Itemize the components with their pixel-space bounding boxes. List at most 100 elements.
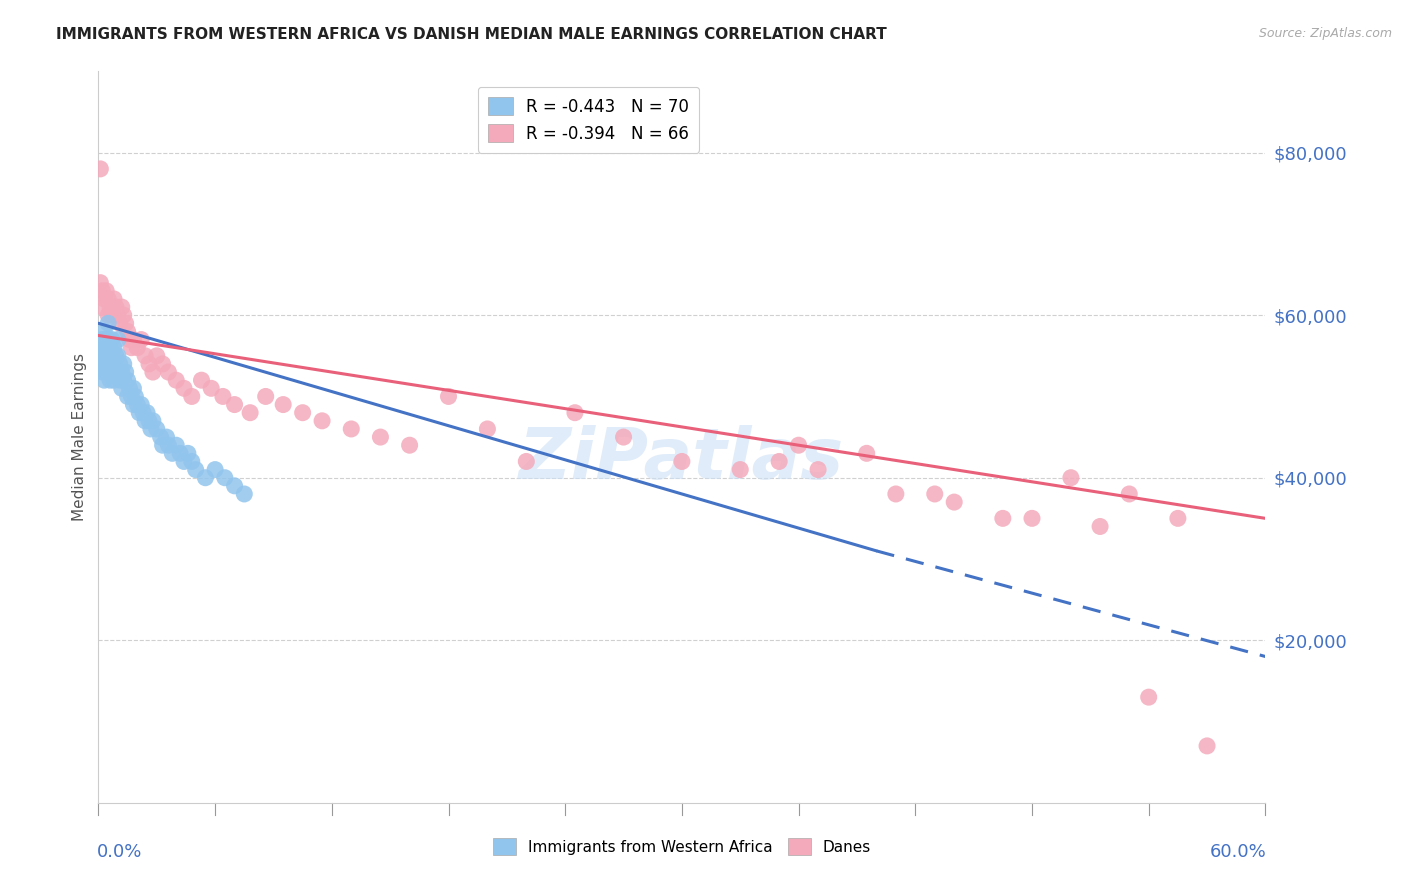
- Point: [107, 365, 129, 379]
- Point: [129, 333, 152, 347]
- Point: [190, 373, 212, 387]
- Point: [97, 333, 120, 347]
- Point: [118, 381, 141, 395]
- Point: [128, 406, 150, 420]
- Point: [214, 471, 236, 485]
- Point: [437, 389, 460, 403]
- Point: [142, 414, 165, 428]
- Point: [142, 365, 165, 379]
- Point: [1167, 511, 1189, 525]
- Point: [855, 446, 877, 460]
- Point: [730, 462, 752, 476]
- Point: [97, 349, 120, 363]
- Point: [111, 381, 134, 395]
- Point: [108, 373, 131, 387]
- Point: [943, 495, 966, 509]
- Point: [108, 357, 131, 371]
- Point: [101, 308, 124, 322]
- Point: [97, 292, 120, 306]
- Point: [93, 325, 115, 339]
- Point: [89, 161, 111, 176]
- Point: [93, 292, 115, 306]
- Point: [98, 300, 121, 314]
- Point: [194, 471, 217, 485]
- Point: [124, 389, 146, 403]
- Point: [149, 430, 172, 444]
- Point: [340, 422, 363, 436]
- Point: [112, 308, 135, 322]
- Text: 0.0%: 0.0%: [97, 843, 142, 861]
- Point: [212, 389, 235, 403]
- Point: [96, 333, 118, 347]
- Point: [177, 446, 200, 460]
- Point: [1021, 511, 1043, 525]
- Point: [101, 365, 124, 379]
- Point: [107, 349, 129, 363]
- Point: [884, 487, 907, 501]
- Point: [787, 438, 810, 452]
- Point: [515, 454, 537, 468]
- Point: [254, 389, 277, 403]
- Point: [157, 438, 180, 452]
- Point: [108, 316, 131, 330]
- Point: [91, 365, 114, 379]
- Point: [1137, 690, 1160, 705]
- Point: [173, 454, 195, 468]
- Point: [139, 422, 162, 436]
- Point: [111, 300, 134, 314]
- Point: [89, 276, 111, 290]
- Point: [152, 438, 174, 452]
- Point: [103, 357, 125, 371]
- Point: [93, 373, 115, 387]
- Point: [114, 316, 136, 330]
- Point: [96, 349, 118, 363]
- Point: [117, 389, 139, 403]
- Point: [129, 398, 152, 412]
- Point: [1195, 739, 1218, 753]
- Point: [89, 357, 111, 371]
- Point: [398, 438, 420, 452]
- Point: [224, 398, 246, 412]
- Text: ZiPatlas: ZiPatlas: [519, 425, 845, 493]
- Point: [112, 373, 135, 387]
- Point: [136, 406, 159, 420]
- Text: Source: ZipAtlas.com: Source: ZipAtlas.com: [1258, 27, 1392, 40]
- Point: [117, 325, 139, 339]
- Point: [89, 341, 111, 355]
- Point: [91, 349, 114, 363]
- Point: [204, 462, 226, 476]
- Point: [311, 414, 333, 428]
- Point: [180, 454, 202, 468]
- Point: [291, 406, 314, 420]
- Point: [103, 373, 125, 387]
- Point: [98, 373, 121, 387]
- Point: [165, 373, 187, 387]
- Point: [91, 284, 114, 298]
- Point: [138, 414, 160, 428]
- Point: [1118, 487, 1140, 501]
- Point: [98, 341, 121, 355]
- Point: [118, 333, 141, 347]
- Point: [165, 438, 187, 452]
- Point: [224, 479, 246, 493]
- Point: [173, 381, 195, 395]
- Point: [121, 341, 143, 355]
- Point: [93, 341, 115, 355]
- Point: [169, 446, 191, 460]
- Point: [671, 454, 693, 468]
- Point: [122, 381, 145, 395]
- Point: [117, 373, 139, 387]
- Point: [613, 430, 636, 444]
- Point: [93, 357, 115, 371]
- Point: [104, 349, 127, 363]
- Point: [152, 357, 174, 371]
- Point: [233, 487, 256, 501]
- Point: [155, 430, 177, 444]
- Point: [477, 422, 499, 436]
- Point: [991, 511, 1014, 525]
- Point: [104, 365, 127, 379]
- Point: [1060, 471, 1083, 485]
- Point: [91, 300, 114, 314]
- Point: [96, 284, 118, 298]
- Point: [180, 389, 202, 403]
